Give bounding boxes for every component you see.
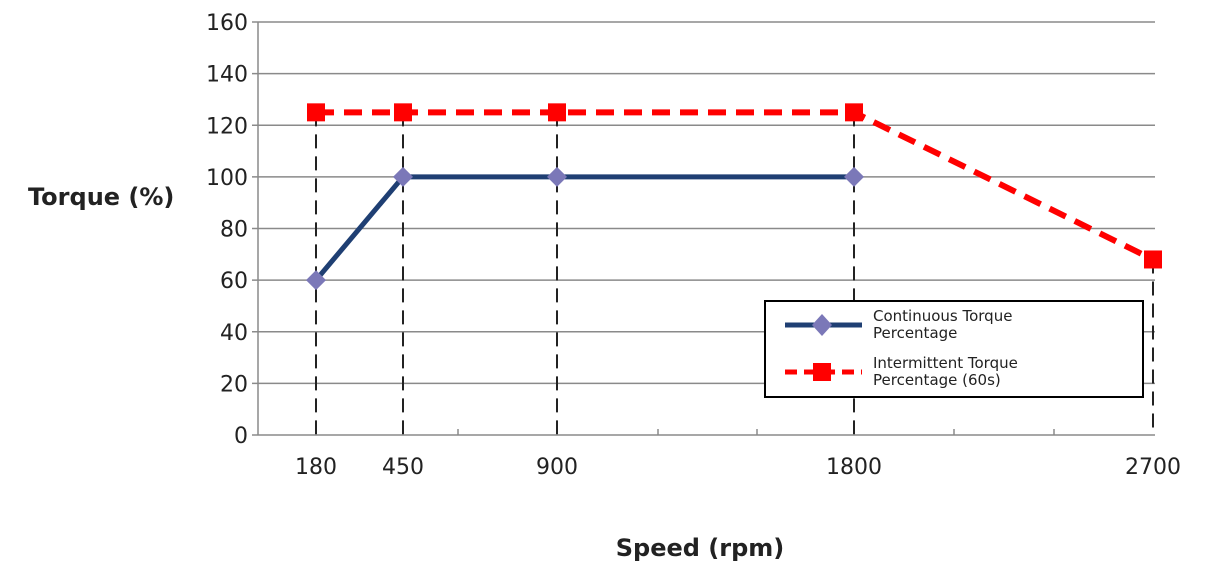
legend: Continuous Torque Percentage Intermitten… (764, 300, 1144, 398)
series-line-0 (314, 174, 854, 282)
series-1-point-450 (394, 103, 412, 122)
x-tick-label-450: 450 (382, 455, 424, 480)
legend-item-continuous: Continuous Torque Percentage (785, 307, 1012, 342)
x-tick-labels: 180 450 900 1800 2700 (295, 455, 1181, 480)
y-tick-label-0: 0 (234, 424, 248, 449)
series-1-point-900 (548, 103, 566, 122)
legend-item-intermittent: Intermittent Torque Percentage (60s) (785, 354, 1018, 389)
y-tick-label-80: 80 (220, 218, 248, 243)
legend-label-intermittent-line1: Intermittent Torque (873, 354, 1018, 372)
y-tick-label-100: 100 (206, 166, 248, 191)
legend-label-continuous-line1: Continuous Torque (873, 307, 1012, 325)
x-tick-label-900: 900 (536, 455, 578, 480)
series-line-1 (316, 109, 1155, 263)
y-tick-label-60: 60 (220, 269, 248, 294)
series (306, 103, 1162, 291)
x-tick-label-2700: 2700 (1125, 455, 1181, 480)
y-tick-label-140: 140 (206, 63, 248, 88)
x-tick-label-1800: 1800 (826, 455, 882, 480)
series-0-point-1800 (844, 166, 864, 187)
y-tick-label-40: 40 (220, 321, 248, 346)
axes (252, 21, 1155, 436)
legend-label-continuous-line2: Percentage (873, 324, 957, 342)
series-1-point-180 (307, 103, 325, 122)
series-0-point-900 (547, 166, 567, 187)
x-tick-label-180: 180 (295, 455, 337, 480)
legend-swatch-intermittent-marker (813, 363, 831, 381)
series-1-point-1800 (845, 103, 863, 122)
x-axis-title: Speed (rpm) (616, 534, 785, 562)
legend-swatch-continuous-marker (812, 314, 832, 336)
y-tick-label-120: 120 (206, 114, 248, 139)
y-tick-labels: 0 20 40 60 80 100 120 140 160 (206, 11, 248, 449)
y-axis-title: Torque (%) (28, 183, 174, 211)
y-tick-label-160: 160 (206, 11, 248, 36)
series-0-point-180 (306, 270, 326, 291)
y-tick-label-20: 20 (220, 372, 248, 397)
legend-label-intermittent-line2: Percentage (60s) (873, 371, 1001, 389)
series-1-point-2700 (1144, 250, 1162, 269)
series-0-point-450 (393, 166, 413, 187)
